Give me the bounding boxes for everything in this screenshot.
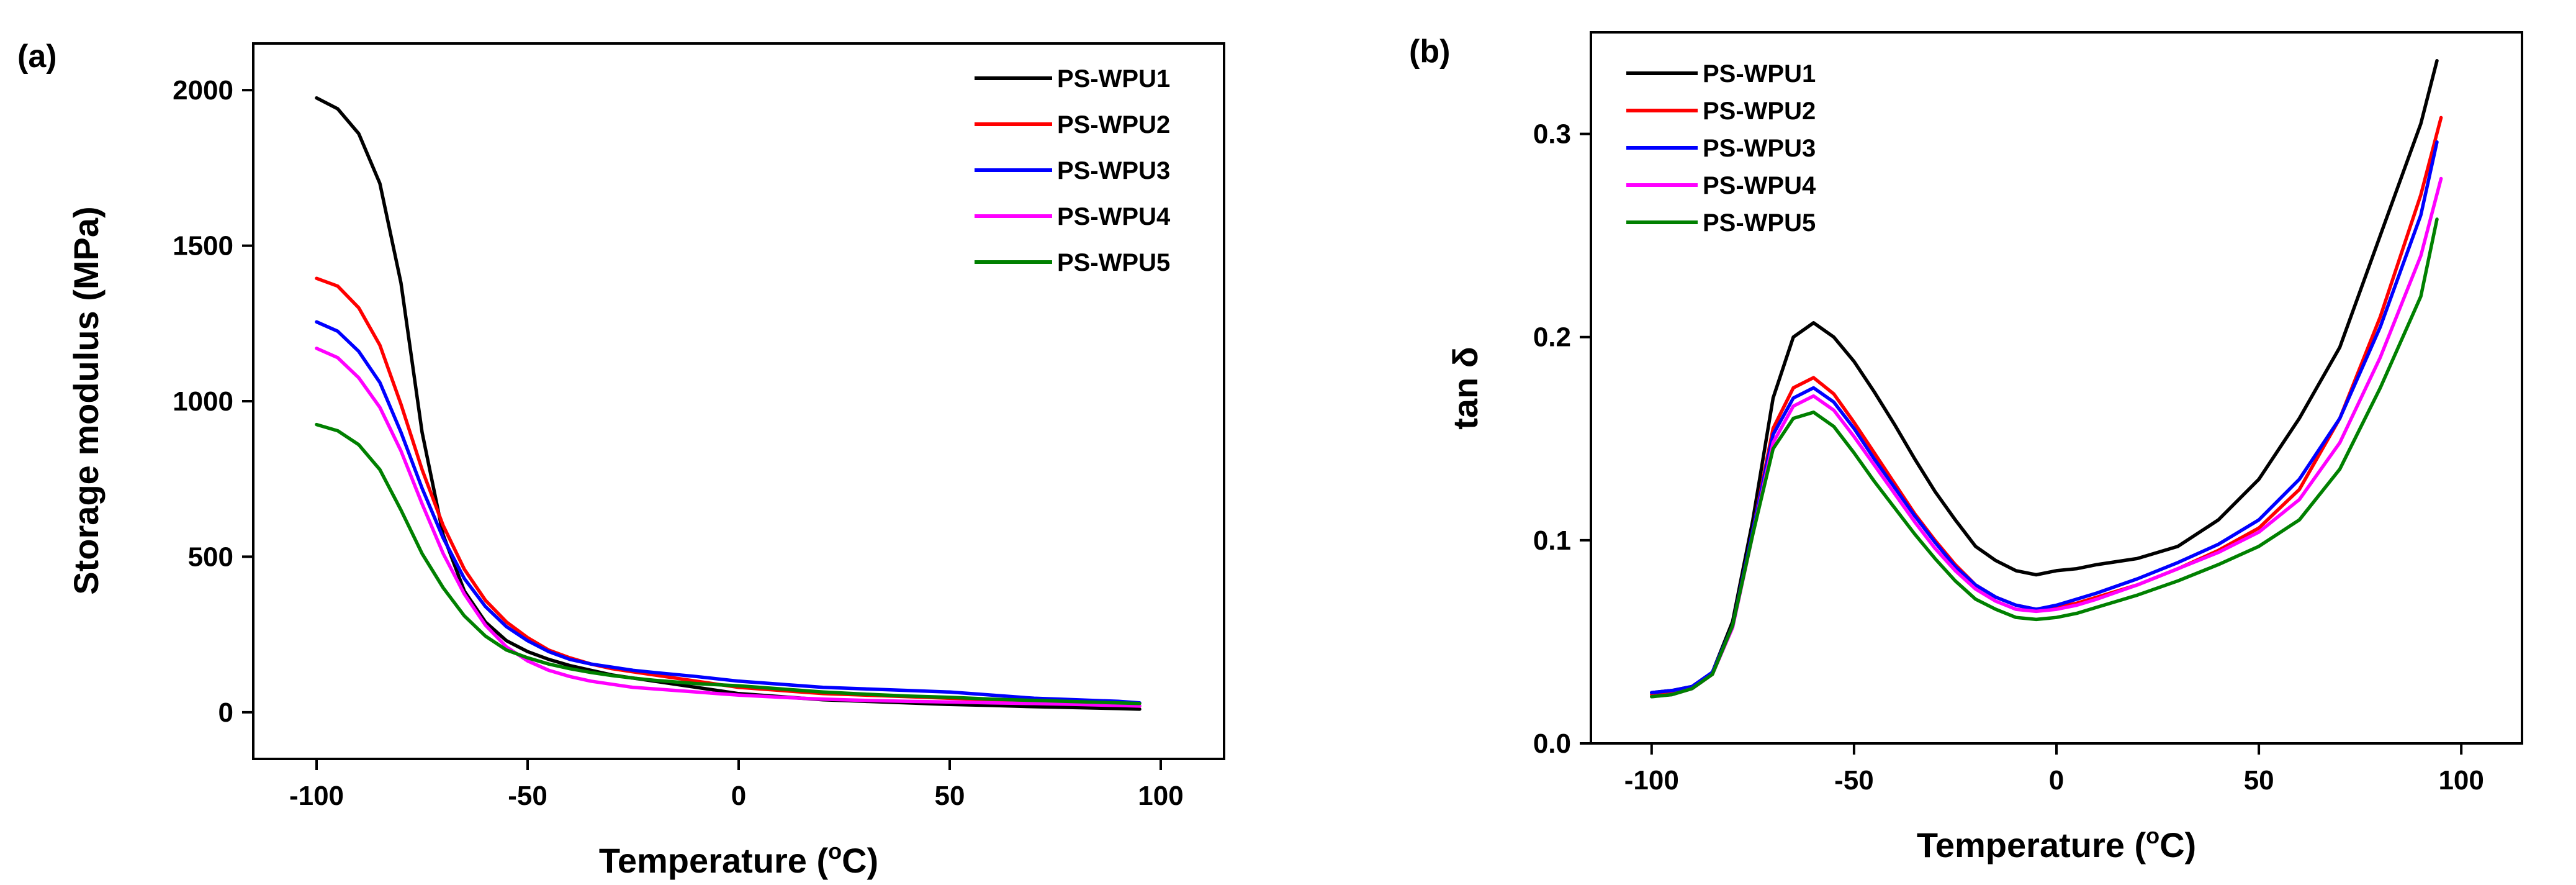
panel-b-x-axis-title: Temperature (oC) (1917, 823, 2196, 865)
panel-b-y-axis-title: tan δ (1446, 347, 1485, 430)
panel-b-y-tick-labels: 0.0 0.1 0.2 0.3 (1533, 119, 1571, 759)
x-axis-title-main: Temperature ( (1917, 825, 2146, 865)
x-tick-label: -50 (508, 781, 547, 811)
series-line-ps-wpu4 (315, 347, 1142, 708)
legend-label-ps-wpu1: PS-WPU1 (1703, 60, 1816, 88)
y-tick-label: 1000 (173, 386, 233, 417)
panel-b-tan-delta: (b) -100 -50 0 50 100 0.00.10.20.3 PS-WPU1PS… (1409, 31, 2523, 865)
x-axis-title-unit: C) (842, 841, 878, 880)
x-tick-label: 100 (1138, 781, 1183, 811)
x-tick-label: 0 (731, 781, 746, 811)
x-tick-label: 50 (2244, 765, 2274, 796)
x-axis-title-degree: o (2146, 823, 2159, 848)
y-tick-label: 0.3 (1533, 119, 1571, 150)
y-tick-label: 2000 (173, 75, 233, 106)
panel-a-y-tick-labels: 0 500 1000 1500 2000 (173, 75, 233, 728)
series-line-ps-wpu3 (315, 320, 1142, 705)
series-line-ps-wpu5 (1650, 217, 2439, 699)
legend-label-ps-wpu4: PS-WPU4 (1057, 203, 1171, 230)
legend-label-ps-wpu2: PS-WPU2 (1703, 98, 1816, 125)
panel-b-legend: PS-WPU1 PS-WPU2 PS-WPU3 PS-WPU4 PS-WPU5 (1626, 60, 1816, 237)
y-tick-label: 500 (188, 542, 233, 572)
panel-a-storage-modulus: (a) -100 -50 0 50 100 0 500 1000 1500 2000 PS-WP… (17, 39, 1225, 880)
series-line-ps-wpu2 (315, 276, 1142, 708)
legend-label-ps-wpu3: PS-WPU3 (1057, 157, 1170, 184)
y-tick-label: 0.2 (1533, 322, 1571, 353)
panel-a-x-axis-title: Temperature (oC) (599, 838, 878, 880)
x-tick-label: 100 (2438, 765, 2484, 796)
y-tick-label: 0.1 (1533, 525, 1571, 556)
panel-a-x-tick-labels: -100 -50 0 50 100 (289, 781, 1184, 811)
series-line-ps-wpu1 (315, 96, 1142, 711)
series-line-ps-wpu5 (315, 422, 1142, 706)
series-line-ps-wpu1 (1650, 59, 2439, 694)
x-tick-label: -100 (1624, 765, 1679, 796)
x-tick-label: -100 (289, 781, 344, 811)
x-tick-label: -50 (1834, 765, 1874, 796)
panel-a-series (315, 96, 1142, 711)
panel-b-ticks (1580, 132, 2463, 755)
panel-label-b: (b) (1409, 34, 1450, 70)
legend-label-ps-wpu5: PS-WPU5 (1703, 209, 1816, 237)
x-axis-title-main: Temperature ( (599, 841, 829, 880)
legend-label-ps-wpu2: PS-WPU2 (1057, 111, 1170, 138)
y-tick-label: 1500 (173, 231, 233, 261)
legend-label-ps-wpu1: PS-WPU1 (1057, 65, 1170, 93)
panel-label-a: (a) (17, 39, 57, 75)
legend-label-ps-wpu5: PS-WPU5 (1057, 249, 1170, 276)
panel-b-series (1650, 59, 2443, 699)
legend-label-ps-wpu3: PS-WPU3 (1703, 135, 1816, 162)
x-axis-title-unit: C) (2159, 825, 2196, 865)
y-tick-label: 0 (218, 697, 233, 728)
x-tick-label: 50 (935, 781, 965, 811)
panel-b-x-tick-labels: -100 -50 0 50 100 (1624, 765, 2484, 796)
legend-label-ps-wpu4: PS-WPU4 (1703, 172, 1816, 199)
x-axis-title-degree: o (828, 838, 842, 864)
y-tick-label: 0.0 (1533, 728, 1571, 759)
panel-a-ticks (242, 89, 1162, 770)
panel-a-legend: PS-WPU1 PS-WPU2 PS-WPU3 PS-WPU4 PS-WPU5 (975, 65, 1171, 276)
x-tick-label: 0 (2049, 765, 2064, 796)
panel-a-y-axis-title: Storage modulus (MPa) (66, 206, 106, 594)
